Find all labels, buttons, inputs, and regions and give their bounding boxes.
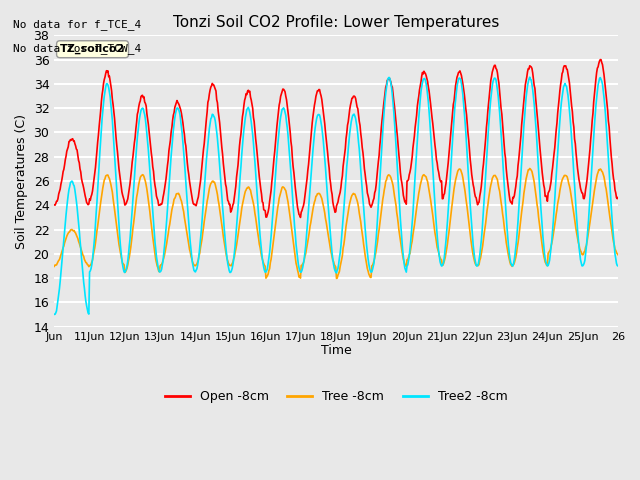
Title: Tonzi Soil CO2 Profile: Lower Temperatures: Tonzi Soil CO2 Profile: Lower Temperatur… [173, 15, 499, 30]
X-axis label: Time: Time [321, 345, 351, 358]
Text: TZ_soilco2: TZ_soilco2 [60, 44, 125, 54]
Text: No data for f_TCE_4: No data for f_TCE_4 [13, 19, 141, 30]
Text: No data for f_TCW_4: No data for f_TCW_4 [13, 43, 141, 54]
Legend: Open -8cm, Tree -8cm, Tree2 -8cm: Open -8cm, Tree -8cm, Tree2 -8cm [159, 385, 513, 408]
Y-axis label: Soil Temperatures (C): Soil Temperatures (C) [15, 114, 28, 249]
